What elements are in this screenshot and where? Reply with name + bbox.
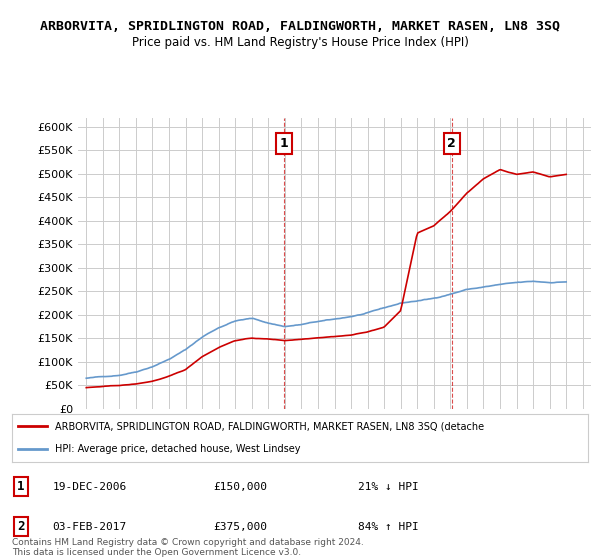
Text: £150,000: £150,000 — [214, 482, 268, 492]
Text: 2: 2 — [17, 520, 25, 533]
Text: 1: 1 — [280, 137, 289, 150]
Text: HPI: Average price, detached house, West Lindsey: HPI: Average price, detached house, West… — [55, 444, 301, 454]
Text: 1: 1 — [17, 480, 25, 493]
Text: Contains HM Land Registry data © Crown copyright and database right 2024.
This d: Contains HM Land Registry data © Crown c… — [12, 538, 364, 557]
Text: 84% ↑ HPI: 84% ↑ HPI — [358, 521, 418, 531]
Text: ARBORVITA, SPRIDLINGTON ROAD, FALDINGWORTH, MARKET RASEN, LN8 3SQ (detache: ARBORVITA, SPRIDLINGTON ROAD, FALDINGWOR… — [55, 421, 484, 431]
Text: ARBORVITA, SPRIDLINGTON ROAD, FALDINGWORTH, MARKET RASEN, LN8 3SQ: ARBORVITA, SPRIDLINGTON ROAD, FALDINGWOR… — [40, 20, 560, 32]
Text: 19-DEC-2006: 19-DEC-2006 — [52, 482, 127, 492]
Text: Price paid vs. HM Land Registry's House Price Index (HPI): Price paid vs. HM Land Registry's House … — [131, 36, 469, 49]
Text: 2: 2 — [448, 137, 456, 150]
Text: 03-FEB-2017: 03-FEB-2017 — [52, 521, 127, 531]
Text: £375,000: £375,000 — [214, 521, 268, 531]
Text: 21% ↓ HPI: 21% ↓ HPI — [358, 482, 418, 492]
